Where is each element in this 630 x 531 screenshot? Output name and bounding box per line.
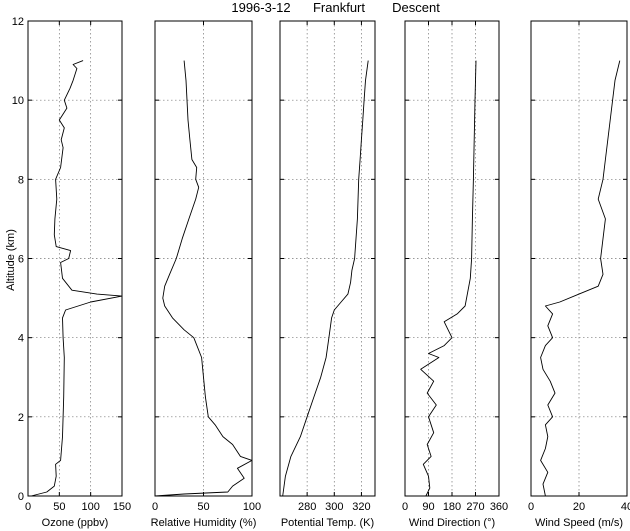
x-axis-label: Relative Humidity (%) — [151, 517, 257, 529]
x-tick-label: 280 — [298, 501, 316, 513]
panel-2: 0 50 100 Relative Humidity (%) — [151, 20, 261, 529]
x-axis-label: Potential Temp. (K) — [281, 517, 374, 529]
profile-line — [420, 60, 477, 497]
y-tick-label: 2 — [18, 412, 24, 424]
x-tick-label: 360 — [490, 501, 508, 513]
panel-frame — [404, 20, 500, 497]
panel-4: 0 90 180 270 360 Wind Direction (°) — [402, 20, 508, 529]
x-tick-label: 20 — [573, 501, 585, 513]
x-tick-label: 150 — [113, 501, 131, 513]
x-tick-label: 90 — [422, 501, 434, 513]
x-tick-label: 0 — [152, 501, 158, 513]
x-axis-label: Ozone (ppbv) — [42, 517, 109, 529]
title-date: 1996-3-12 — [231, 0, 290, 15]
profile-line — [154, 60, 253, 497]
x-tick-label: 0 — [402, 501, 408, 513]
x-tick-label: 270 — [466, 501, 484, 513]
x-tick-label: 0 — [25, 501, 31, 513]
panel-frame — [530, 20, 628, 497]
x-tick-label: 40 — [621, 501, 630, 513]
x-tick-label: 180 — [443, 501, 461, 513]
y-tick-label: 6 — [18, 254, 24, 266]
y-tick-label: 12 — [12, 16, 24, 28]
x-axis-label: Wind Direction (°) — [409, 517, 495, 529]
y-tick-label: 4 — [18, 333, 24, 345]
x-tick-label: 50 — [53, 501, 65, 513]
profile-line — [282, 60, 369, 497]
x-tick-label: 50 — [197, 501, 209, 513]
panel-frame — [154, 20, 253, 497]
x-tick-label: 0 — [528, 501, 534, 513]
title-phase: Descent — [392, 0, 440, 15]
panel-1: 0 2 4 6 8 10 12 0 50 100 150 Ozone (ppbv) — [12, 16, 131, 529]
x-tick-label: 320 — [352, 501, 370, 513]
panel-frame — [27, 20, 123, 497]
x-tick-label: 100 — [243, 501, 261, 513]
title-city: Frankfurt — [313, 0, 365, 15]
x-tick-label: 100 — [81, 501, 99, 513]
chart-title: 1996-3-12 Frankfurt Descent — [231, 0, 440, 15]
panel-3: 280 300 320 Potential Temp. (K) — [279, 20, 376, 529]
profile-line — [540, 60, 621, 497]
x-tick-label: 300 — [325, 501, 343, 513]
y-tick-label: 8 — [18, 174, 24, 186]
y-tick-label: 10 — [12, 95, 24, 107]
panel-5: 0 20 40 Wind Speed (m/s) — [528, 20, 630, 529]
y-axis-label: Altitude (km) — [5, 229, 17, 291]
y-tick-label: 0 — [18, 491, 24, 503]
panels: 0 2 4 6 8 10 12 0 50 100 150 Ozone (ppbv) 0 50 100 Rela… — [12, 16, 630, 529]
panel-frame — [279, 20, 376, 497]
profile-line — [30, 60, 123, 497]
x-axis-label: Wind Speed (m/s) — [535, 517, 623, 529]
